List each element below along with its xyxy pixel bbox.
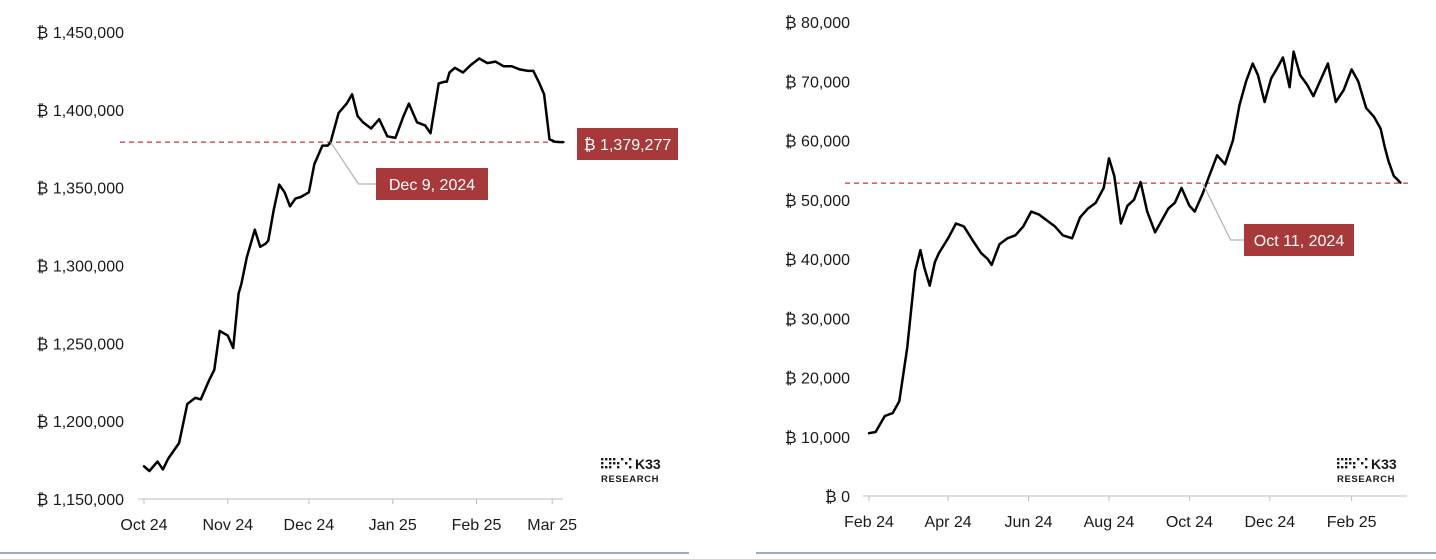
annotation-leader (1202, 182, 1244, 241)
logo-dot (1353, 462, 1356, 465)
y-tick-label: ₿ 80,000 (785, 14, 850, 32)
chart-panel-right: ₿ 80,000 ₿ 70,000 ₿ 60,000 ₿ 50,000 ₿ 40,000… (718, 0, 1436, 559)
x-tick-label: Dec 24 (1245, 514, 1296, 531)
x-tick-label: Nov 24 (202, 517, 253, 534)
annotation-callout (376, 168, 488, 200)
k33-dot-matrix-icon (601, 458, 632, 469)
y-tick-label: ₿ 1,200,000 (37, 413, 125, 431)
y-tick-label: ₿ 30,000 (785, 310, 850, 328)
logo-dot (1349, 458, 1352, 461)
x-tick-label: Apr 24 (925, 514, 972, 531)
x-tick-label: Aug 24 (1084, 514, 1135, 531)
logo-dot (617, 466, 620, 469)
logo-dot (1361, 462, 1364, 465)
logo-dot (1357, 458, 1360, 461)
x-tick-label: Feb 25 (452, 517, 502, 534)
x-tick-label: Jan 25 (369, 517, 417, 534)
y-tick-label: ₿ 1,150,000 (37, 491, 125, 509)
logo-dot (609, 458, 612, 461)
logo-dot (1341, 466, 1344, 469)
y-tick-label: ₿ 0 (825, 488, 850, 506)
logo-dot (621, 458, 624, 461)
logo-dot (1337, 458, 1340, 461)
annotation-leader (330, 141, 376, 185)
logo-dot (601, 458, 604, 461)
logo-dot (609, 462, 612, 465)
series-line (867, 50, 1402, 435)
x-tick-label: Mar 25 (527, 517, 577, 534)
logo-dot (613, 462, 616, 465)
series-line (142, 57, 565, 473)
reference-value-label: ₿ 1,379,277 (584, 136, 672, 154)
logo-dot (601, 466, 604, 469)
y-tick-label: ₿ 60,000 (785, 133, 850, 151)
y-tick-label: ₿ 70,000 (785, 73, 850, 91)
logo-dot (1349, 462, 1352, 465)
logo-dot (605, 458, 608, 461)
y-tick-label: ₿ 50,000 (785, 192, 850, 210)
logo-dot (1353, 466, 1356, 469)
chart-panel-left: ₿ 1,450,000 ₿ 1,400,000 ₿ 1,350,000 ₿ 1,300… (0, 24, 689, 554)
x-tick-label: Dec 24 (284, 517, 335, 534)
x-tick-label: Oct 24 (1166, 514, 1213, 531)
y-tick-label: ₿ 40,000 (785, 251, 850, 269)
logo-dot (1345, 458, 1348, 461)
logo-dot (629, 466, 632, 469)
logo-dot (1337, 462, 1340, 465)
logo-dot (625, 462, 628, 465)
annotation-label: Oct 11, 2024 (1254, 233, 1345, 250)
reference-value-badge (577, 128, 678, 160)
x-tick-label: Jun 24 (1005, 514, 1053, 531)
logo-dot (605, 466, 608, 469)
logo-research: RESEARCH (601, 474, 659, 485)
logo-dot (1341, 458, 1344, 461)
k33-dot-matrix-icon (1337, 458, 1368, 469)
y-tick-label: ₿ 10,000 (785, 429, 850, 447)
logo-k33: K33 (1371, 456, 1397, 472)
logo-dot (601, 462, 604, 465)
annotation-callout (1244, 224, 1354, 256)
y-tick-label: ₿ 20,000 (785, 370, 850, 388)
chart-left: ₿ 1,450,000 ₿ 1,400,000 ₿ 1,350,000 ₿ 1,300… (0, 24, 689, 554)
y-tick-label: ₿ 1,400,000 (37, 102, 125, 120)
x-tick-label: Oct 24 (120, 517, 167, 534)
logo-k33: K33 (635, 456, 661, 472)
logo-dot (1365, 466, 1368, 469)
logo-dot (613, 458, 616, 461)
logo-dot (629, 458, 632, 461)
logo-research: RESEARCH (1337, 474, 1395, 485)
y-tick-label: ₿ 1,350,000 (37, 180, 125, 198)
x-tick-label: Feb 24 (844, 514, 894, 531)
x-tick-label: Feb 25 (1327, 514, 1377, 531)
logo-dot (617, 462, 620, 465)
y-tick-label: ₿ 1,250,000 (37, 335, 125, 353)
annotation-label: Dec 9, 2024 (389, 177, 475, 194)
logo-dot (1365, 458, 1368, 461)
chart-right: ₿ 80,000 ₿ 70,000 ₿ 60,000 ₿ 50,000 ₿ 40,000… (756, 14, 1436, 554)
logo-dot (1337, 466, 1340, 469)
y-tick-label: ₿ 1,450,000 (37, 24, 125, 42)
logo-dot (1345, 466, 1348, 469)
logo-dot (609, 466, 612, 469)
y-tick-label: ₿ 1,300,000 (37, 258, 125, 276)
logo-dot (1345, 462, 1348, 465)
